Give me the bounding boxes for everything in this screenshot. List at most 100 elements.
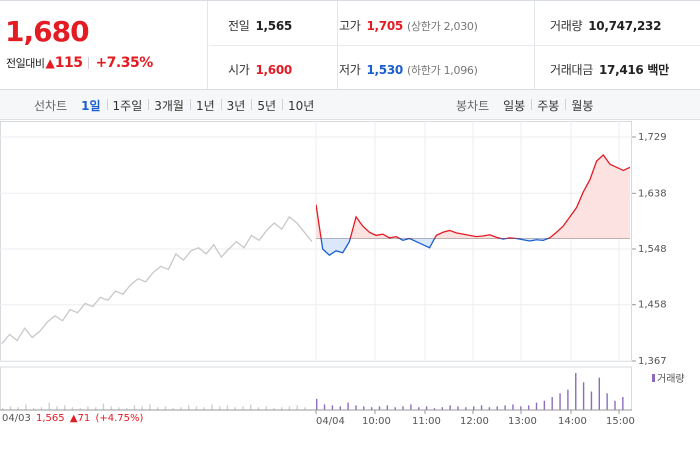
volume-bar — [133, 405, 136, 410]
open-stat: 시가 1,600 — [228, 61, 292, 78]
today-line-up — [316, 153, 630, 239]
volume-bar — [606, 393, 608, 410]
volume-bar — [172, 408, 174, 410]
price-chart[interactable]: 1,729 1,638 1,548 1,458 1,367 거래량 04/04 10:00 11… — [0, 121, 700, 450]
volume-bar — [211, 404, 213, 410]
chart-period-bar: 선차트 1일 1주일 3개월 1년 3년 5년 10년 봉차트 일봉 주봉 월봉 — [0, 90, 700, 120]
y-tick-label: 1,548 — [638, 244, 667, 255]
y-tick-label: 1,638 — [638, 188, 667, 199]
tab-daily[interactable]: 일봉 — [503, 98, 526, 113]
volume-bar — [126, 408, 128, 410]
volume-bar — [441, 407, 443, 410]
volume-bar — [575, 373, 577, 410]
tab-1w[interactable]: 1주일 — [106, 97, 149, 114]
tab-1d[interactable]: 1일 — [81, 98, 101, 113]
tab-3m[interactable]: 3개월 — [148, 97, 190, 114]
volume-bar — [520, 406, 522, 410]
volume-bar — [226, 405, 229, 410]
volume-bar — [188, 405, 190, 410]
volume-bar — [473, 406, 475, 410]
x-tick-label: 13:00 — [508, 416, 537, 427]
volume-bar — [149, 404, 151, 410]
volume-bar — [48, 402, 50, 410]
x-tick-label: 04/04 — [316, 416, 345, 427]
tab-weekly[interactable]: 주봉 — [531, 97, 565, 114]
volume-bar — [355, 405, 357, 410]
volume-bar — [559, 393, 561, 410]
volume-bar — [551, 397, 553, 410]
quote-panel: 1,680 전일대비 ▲ 115 +7.35% 전일 1,565 시가 1,600 … — [0, 0, 700, 90]
volume-bar — [425, 406, 428, 410]
prev-close-value: 1,565 — [255, 19, 292, 33]
trade-amount-label: 거래대금 — [550, 63, 593, 77]
prev-day-date: 04/03 — [2, 413, 31, 424]
volume-bar — [64, 405, 66, 410]
volume-legend-label: 거래량 — [657, 373, 685, 385]
tab-1y[interactable]: 1년 — [189, 97, 221, 114]
volume-bar — [273, 408, 275, 410]
volume-bar — [95, 407, 97, 410]
volume-bar — [504, 405, 506, 410]
volume-bar — [102, 403, 105, 410]
volume-bar — [496, 406, 498, 410]
volume-bar — [480, 405, 483, 410]
volume-bar — [394, 407, 396, 410]
volume-bar — [110, 406, 112, 410]
volume-bar — [71, 407, 74, 410]
volume-bar — [370, 407, 373, 410]
volume-bar — [339, 406, 341, 410]
high-value: 1,705 — [366, 19, 403, 33]
volume-bar — [288, 406, 291, 410]
line-chart-title: 선차트 — [34, 98, 68, 113]
volume-bar — [33, 408, 35, 410]
volume-bar — [614, 400, 616, 410]
volume-bar — [141, 406, 143, 410]
volume-bar — [488, 407, 491, 410]
volume-bar — [87, 406, 89, 410]
volume-bar — [347, 402, 349, 410]
volume-bar — [17, 407, 19, 410]
divider — [88, 57, 90, 69]
volume-bar — [40, 407, 43, 410]
y-tick-label: 1,458 — [638, 300, 667, 311]
volume-bar — [363, 406, 365, 410]
tab-5y[interactable]: 5년 — [251, 97, 282, 114]
low-label: 저가 — [339, 63, 361, 77]
tab-3y[interactable]: 3년 — [220, 97, 252, 114]
volume-bar — [265, 406, 267, 410]
change-rate: +7.35% — [95, 55, 153, 71]
candle-chart-tabs: 봉차트 일봉 주봉 월봉 — [456, 90, 599, 120]
prev-close-stat: 전일 1,565 — [228, 17, 292, 34]
y-tick-label: 1,729 — [638, 132, 667, 143]
volume-bar — [457, 406, 459, 410]
volume-bar — [582, 382, 585, 410]
volume-bar — [281, 407, 283, 410]
volume-label: 거래량 — [550, 19, 583, 33]
prev-day-price: 1,565 — [36, 413, 65, 424]
tab-10y[interactable]: 10년 — [282, 97, 320, 114]
low-value: 1,530 — [366, 63, 403, 77]
x-tick-label: 11:00 — [412, 416, 441, 427]
tab-monthly[interactable]: 월봉 — [565, 97, 599, 114]
volume-bar — [118, 407, 120, 410]
today-up-area — [316, 154, 630, 239]
change-amount: 115 — [54, 55, 83, 71]
today-down-area — [316, 238, 630, 256]
price-chart-svg: 1,729 1,638 1,548 1,458 1,367 거래량 04/04 10:00 11… — [0, 121, 685, 427]
change-row: 전일대비 ▲ 115 +7.35% — [6, 55, 153, 71]
prev-day-info: 04/03 1,565 ▲71 (+4.75%) — [2, 413, 143, 424]
volume-bar — [180, 407, 182, 410]
volume-bar — [331, 405, 334, 410]
volume-bar — [418, 407, 420, 410]
x-tick-label: 10:00 — [362, 416, 391, 427]
volume-bar — [590, 391, 593, 410]
prev-close-label: 전일 — [228, 19, 250, 33]
up-arrow-icon: ▲ — [45, 56, 55, 70]
candle-chart-title: 봉차트 — [456, 98, 490, 113]
volume-bar — [257, 407, 260, 410]
divider — [209, 45, 700, 46]
volume-bar — [25, 404, 27, 410]
current-price: 1,680 — [5, 15, 90, 48]
volume-bar — [543, 400, 546, 410]
volume-bar — [567, 389, 569, 410]
